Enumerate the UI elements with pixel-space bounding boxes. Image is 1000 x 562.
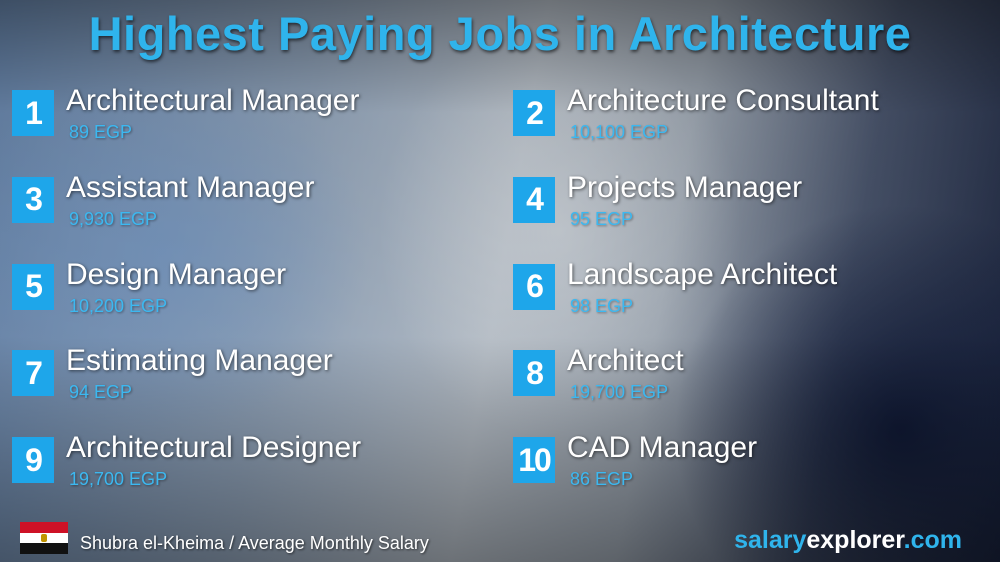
job-salary: 9,930 EGP bbox=[69, 208, 158, 229]
job-title: Architectural Manager bbox=[66, 84, 360, 117]
job-title: Architectural Designer bbox=[66, 431, 362, 465]
job-salary: 10,200 EGP bbox=[69, 295, 168, 316]
egypt-flag-icon bbox=[20, 522, 68, 554]
job-salary: 19,700 EGP bbox=[69, 469, 168, 490]
rank-badge: 2 bbox=[513, 90, 555, 136]
rank-badge: 7 bbox=[12, 350, 54, 397]
rank-badge: 8 bbox=[513, 350, 555, 397]
job-title: Landscape Architect bbox=[567, 257, 838, 291]
rank-badge: 4 bbox=[513, 176, 555, 223]
job-salary: 19,700 EGP bbox=[570, 382, 669, 403]
job-salary: 95 EGP bbox=[570, 208, 634, 229]
page-title: Highest Paying Jobs in Architecture bbox=[88, 7, 912, 60]
job-salary: 89 EGP bbox=[69, 122, 133, 142]
job-title: Assistant Manager bbox=[66, 170, 315, 204]
job-title: Design Manager bbox=[66, 257, 287, 291]
rank-badge: 1 bbox=[12, 90, 54, 136]
job-salary: 10,100 EGP bbox=[570, 122, 669, 142]
job-title: Architect bbox=[567, 344, 684, 378]
rank-badge: 5 bbox=[12, 263, 54, 310]
job-title: CAD Manager bbox=[567, 431, 758, 465]
rank-badge: 3 bbox=[12, 176, 54, 223]
job-salary: 98 EGP bbox=[570, 295, 634, 316]
job-salary: 94 EGP bbox=[69, 382, 133, 403]
job-salary: 86 EGP bbox=[570, 469, 634, 490]
rank-badge: 9 bbox=[12, 437, 54, 484]
rank-badge: 10 bbox=[513, 437, 555, 484]
location-caption: Shubra el-Kheima / Average Monthly Salar… bbox=[80, 533, 429, 553]
rank-badge: 6 bbox=[513, 263, 555, 310]
job-title: Projects Manager bbox=[567, 170, 803, 204]
brand-logo: salaryexplorer.com bbox=[734, 526, 962, 554]
job-title: Architecture Consultant bbox=[567, 84, 879, 117]
job-title: Estimating Manager bbox=[66, 344, 333, 378]
